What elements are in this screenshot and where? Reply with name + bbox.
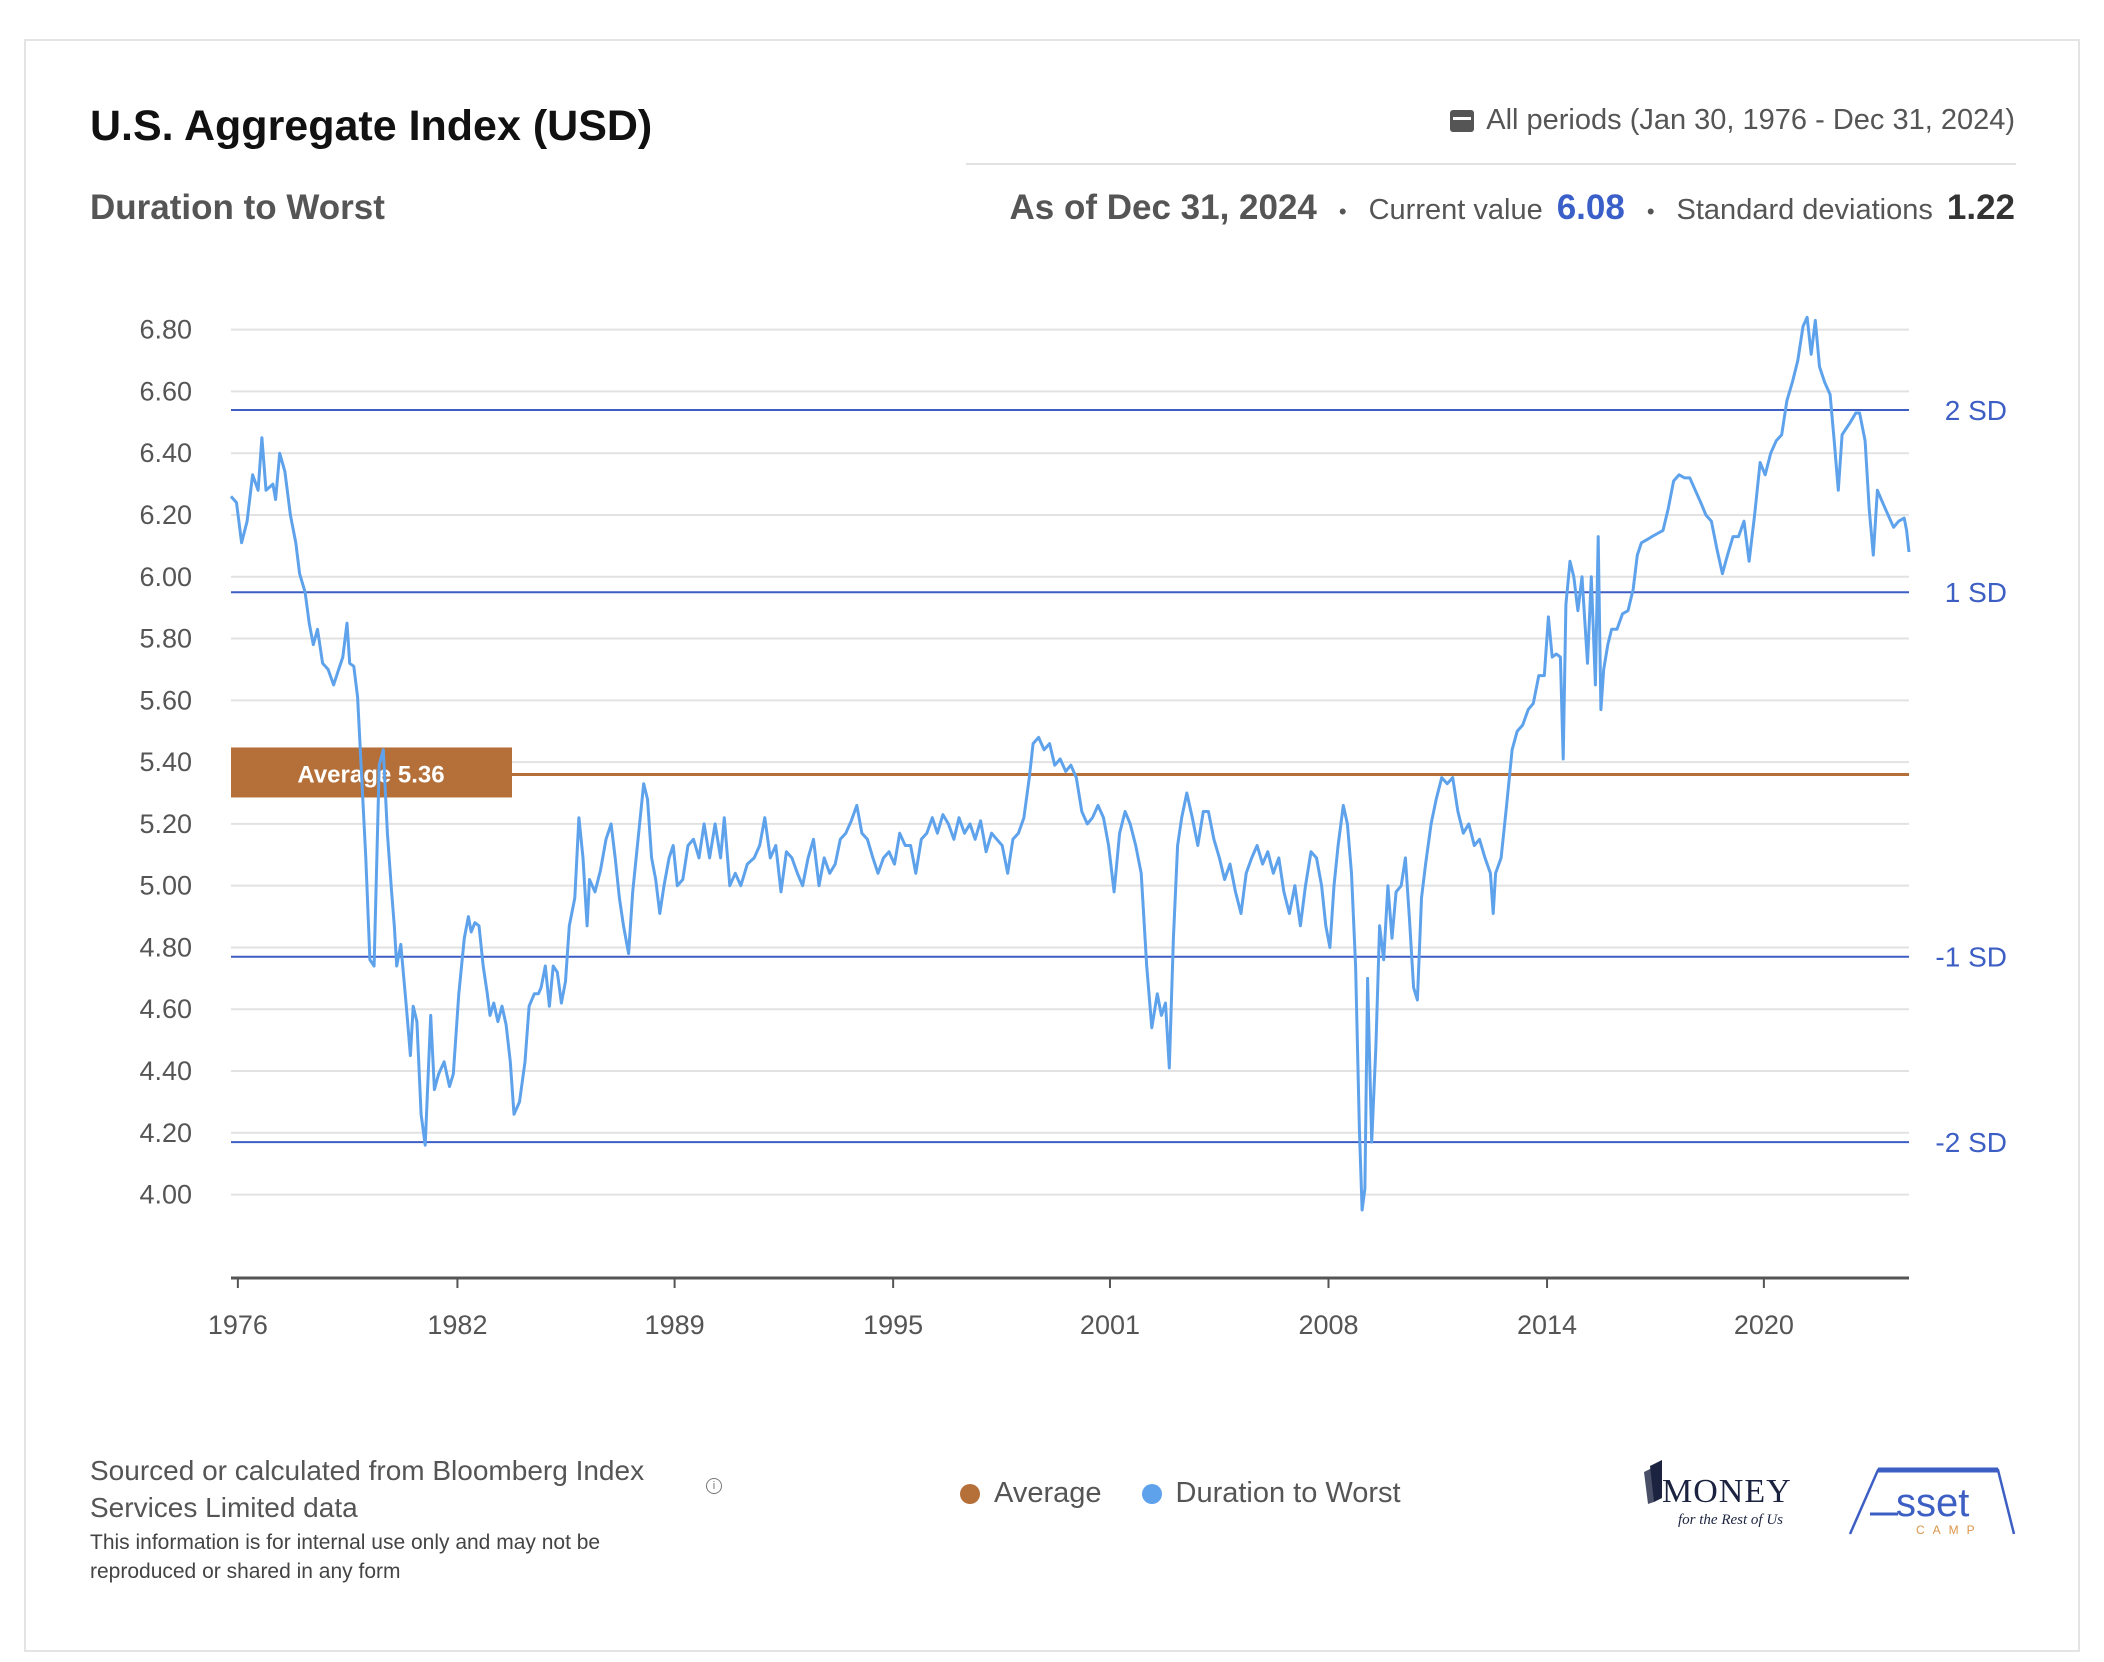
chart-card <box>24 39 2080 1652</box>
disclaimer: This information is for internal use onl… <box>90 1531 601 1583</box>
legend-item-average[interactable]: Average <box>960 1477 1102 1510</box>
period-selector[interactable]: All periods (Jan 30, 1976 - Dec 31, 2024… <box>1450 104 2015 137</box>
separator: • <box>1646 199 1655 224</box>
sd-label: -1 SD <box>1935 942 2007 973</box>
y-tick-label: 6.60 <box>139 376 192 406</box>
y-tick-label: 6.00 <box>139 562 192 592</box>
header-divider <box>966 163 2016 165</box>
separator: • <box>1338 199 1347 224</box>
y-axis-labels: 6.80 6.60 6.40 6.20 6.00 5.80 5.60 5.40 5.20 5.00… <box>139 315 192 1210</box>
sd-label: 1 SD <box>1945 577 2007 608</box>
std-dev-value: 1.22 <box>1946 188 2015 227</box>
y-tick-label: 5.40 <box>139 747 192 777</box>
svg-text:sset: sset <box>1896 1481 1969 1525</box>
calendar-icon <box>1450 109 1475 132</box>
average-line-group: Average 5.36 <box>231 747 1909 798</box>
legend-dot-average <box>960 1483 980 1504</box>
series-group <box>229 315 1911 1212</box>
y-tick-label: 5.20 <box>139 809 192 839</box>
y-tick-label: 6.40 <box>139 438 192 468</box>
sd-lines: 2 SD 1 SD -1 SD -2 SD <box>231 395 2007 1158</box>
page-title: U.S. Aggregate Index (USD) <box>90 102 653 150</box>
y-tick-label: 4.80 <box>139 932 192 962</box>
y-tick-label: 4.20 <box>139 1118 192 1148</box>
legend-label: Average <box>994 1477 1102 1509</box>
asset-camp-logo: sset CAMP <box>1848 1467 2016 1537</box>
metric-subtitle: Duration to Worst <box>90 188 385 227</box>
grid-lines <box>231 328 1909 1196</box>
y-tick-label: 4.60 <box>139 994 192 1024</box>
legend: Average Duration to Worst <box>960 1477 1441 1510</box>
current-value: 6.08 <box>1556 188 1625 227</box>
source-note: Sourced or calculated from Bloomberg Ind… <box>90 1455 645 1523</box>
y-tick-label: 5.80 <box>139 624 192 654</box>
average-label-box <box>231 747 512 798</box>
x-tick-label: 1995 <box>863 1310 923 1340</box>
x-tick-label: 2014 <box>1517 1310 1577 1340</box>
y-tick-label: 6.80 <box>139 315 192 345</box>
info-icon[interactable]: i <box>706 1478 722 1494</box>
average-label: Average 5.36 <box>297 761 444 788</box>
std-dev-label: Standard deviations <box>1676 194 1933 226</box>
y-tick-label: 6.20 <box>139 500 192 530</box>
x-tick-label: 1982 <box>427 1310 487 1340</box>
sd-label: 2 SD <box>1945 395 2007 426</box>
x-axis: 1976 1982 1989 1995 2001 2008 2014 2020 <box>208 1276 1909 1340</box>
y-tick-label: 4.40 <box>139 1056 192 1086</box>
current-value-label: Current value <box>1368 194 1543 226</box>
x-tick-label: 2001 <box>1080 1310 1140 1340</box>
as-of-date: As of Dec 31, 2024 <box>1009 188 1317 227</box>
sd-label: -2 SD <box>1935 1127 2007 1158</box>
legend-item-duration[interactable]: Duration to Worst <box>1141 1477 1401 1510</box>
legend-dot-duration <box>1141 1483 1162 1504</box>
period-label: All periods (Jan 30, 1976 - Dec 31, 2024… <box>1486 104 2015 136</box>
y-tick-label: 4.00 <box>139 1180 192 1210</box>
stats-row: As of Dec 31, 2024 • Current value 6.08 … <box>1010 188 2016 228</box>
svg-text:for the Rest of Us: for the Rest of Us <box>1678 1512 1783 1528</box>
x-tick-label: 2008 <box>1298 1310 1358 1340</box>
svg-text:MONEY: MONEY <box>1662 1473 1792 1510</box>
svg-text:CAMP: CAMP <box>1916 1523 1983 1537</box>
y-tick-label: 5.60 <box>139 685 192 715</box>
duration-series-line <box>229 315 1911 1212</box>
x-tick-label: 1989 <box>645 1310 705 1340</box>
x-tick-label: 1976 <box>208 1310 268 1340</box>
y-tick-label: 5.00 <box>139 871 192 901</box>
x-tick-label: 2020 <box>1734 1310 1794 1340</box>
legend-label: Duration to Worst <box>1175 1477 1401 1509</box>
money-logo: MONEY for the Rest of Us <box>1644 1460 1792 1528</box>
